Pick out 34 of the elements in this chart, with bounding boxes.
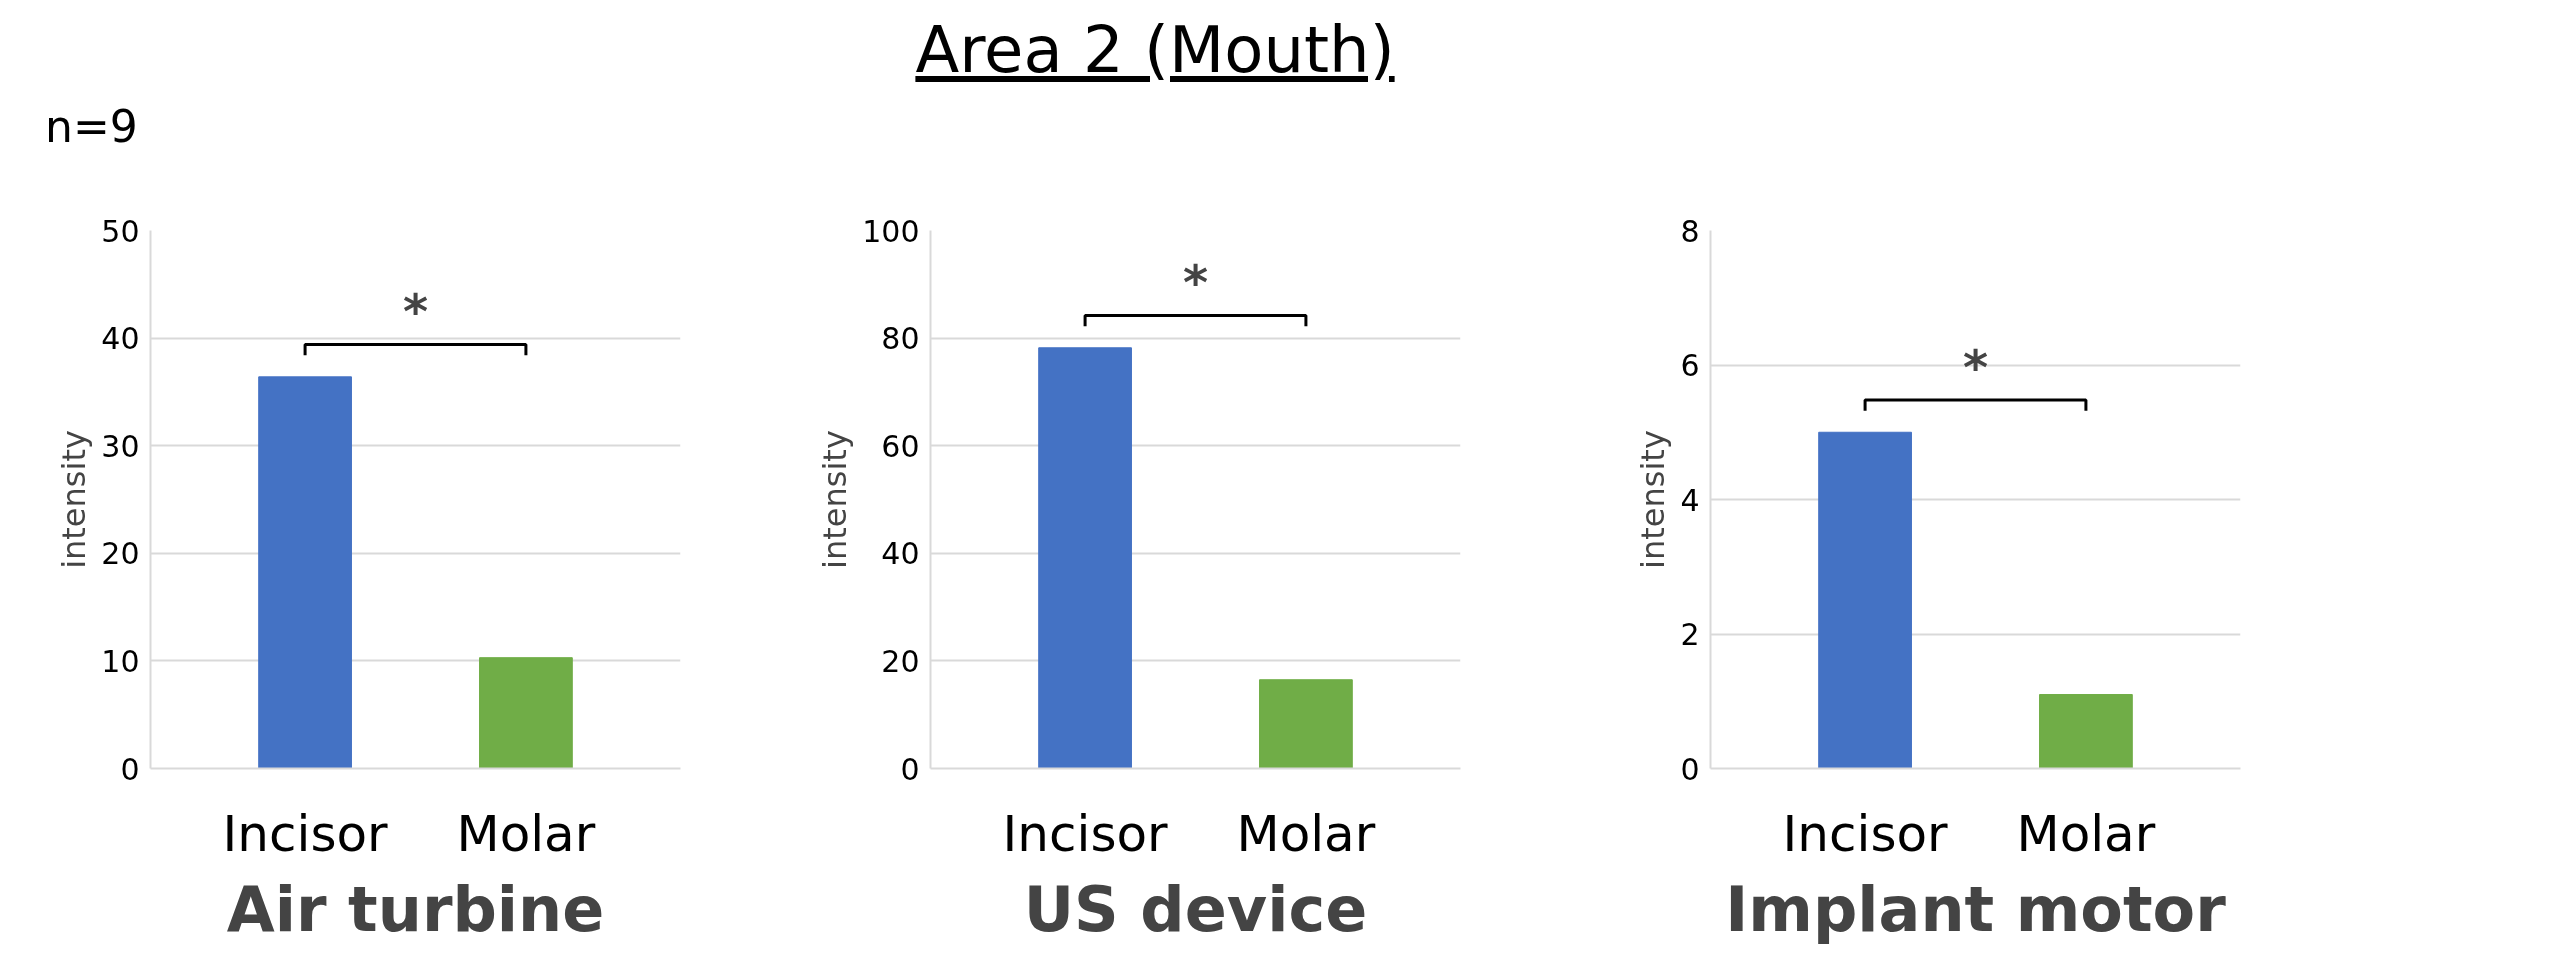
y-tick-label: 2 <box>1680 617 1700 652</box>
text: Area 2 (Mouth) <box>914 12 1396 89</box>
y-tick-label: 20 <box>881 643 920 679</box>
y-tick-label: 60 <box>881 428 920 464</box>
y-tick-label: 40 <box>101 321 140 357</box>
text: n=9 <box>45 100 139 155</box>
text: Implant motor <box>1725 872 2227 946</box>
y-tick-label: 40 <box>881 536 920 572</box>
annotation: * <box>402 283 429 340</box>
y-tick-label: 100 <box>862 213 920 249</box>
y-axis-title: intensity <box>1634 430 1673 569</box>
y-tick-label: 20 <box>101 536 140 572</box>
y-tick-label: 0 <box>900 751 920 787</box>
y-tick-label: 30 <box>101 428 140 464</box>
x-tick-label: Molar <box>2016 804 2156 863</box>
y-tick-label: 8 <box>1680 213 1700 249</box>
y-tick-label: 0 <box>1680 751 1700 787</box>
x-tick-label: Incisor <box>1002 804 1169 863</box>
text: Air turbine <box>226 872 605 946</box>
y-axis-title: intensity <box>816 430 855 569</box>
x-tick-label: Molar <box>456 804 596 863</box>
y-tick-label: 4 <box>1680 482 1700 518</box>
y-tick-label: 50 <box>101 213 140 249</box>
annotation: * <box>1182 254 1209 311</box>
y-tick-label: 0 <box>120 751 140 787</box>
y-tick-label: 10 <box>101 643 140 679</box>
y-tick-label: 80 <box>881 321 920 357</box>
x-tick-label: Incisor <box>1782 804 1949 863</box>
x-tick-label: Molar <box>1236 804 1376 863</box>
x-tick-label: Incisor <box>222 804 389 863</box>
text: US device <box>1023 872 1368 946</box>
y-tick-label: 6 <box>1680 348 1700 383</box>
annotation: * <box>1962 338 1989 395</box>
y-axis-title: intensity <box>55 430 94 569</box>
